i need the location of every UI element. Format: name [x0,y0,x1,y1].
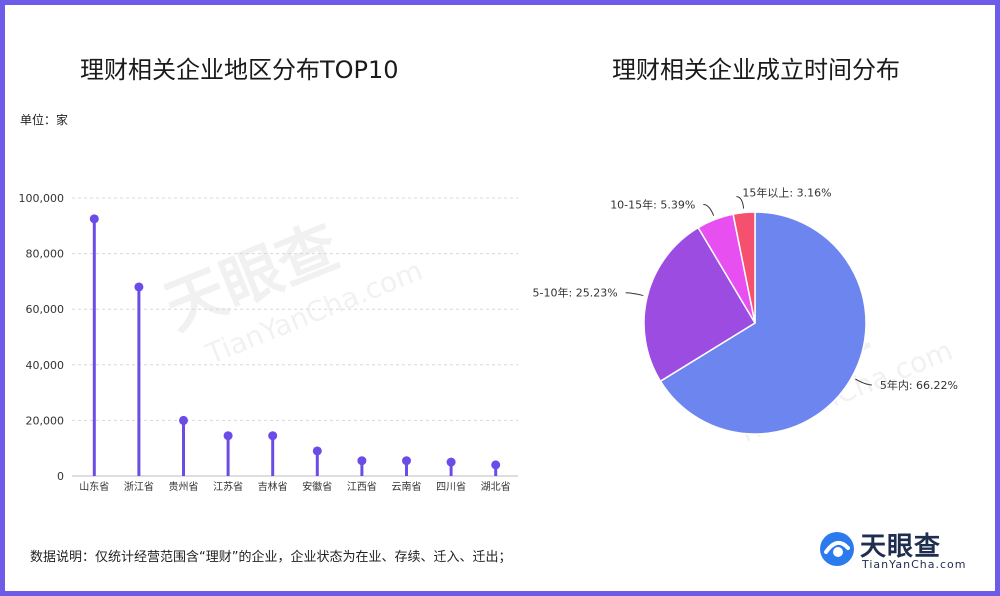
pie-label: 10-15年: 5.39% [610,197,695,211]
pie-chart: 5年内: 66.22% 5-10年: 25.23% 10-15年: 5.39% 15年… [533,186,958,435]
pie-slice [659,211,867,435]
bar-point [268,431,278,441]
x-tick-label: 江苏省 [213,480,243,493]
x-tick-label: 四川省 [436,480,466,493]
data-note: 数据说明：仅统计经营范围含“理财”的企业，企业状态为在业、存续、迁入、迁出； [30,550,512,565]
y-tick-label: 0 [57,470,64,483]
x-tick-label: 吉林省 [258,480,288,493]
pie-slice [732,211,756,324]
bar-point [134,282,144,292]
x-tick-label: 江西省 [347,480,377,493]
x-tick-label: 安徽省 [302,480,332,493]
bar-chart-title: 理财相关企业地区分布TOP10 [80,56,399,84]
brand-name-cn: 天眼查 [860,532,942,562]
x-tick-label: 浙江省 [124,480,154,493]
brand-logo: 天眼查 TianYanCha.com [818,526,968,574]
bar-point [491,460,501,470]
x-tick-label: 山东省 [79,480,109,493]
y-tick-label: 80,000 [26,248,65,261]
bar-chart: 0 20,000 40,000 60,000 80,000 100,000 山东省 浙江省 贵州… [19,192,518,493]
y-tick-label: 100,000 [19,192,65,205]
eye-logo-icon [820,532,854,566]
pie-leader-line [855,378,872,386]
x-tick-label: 云南省 [392,480,422,493]
bar-point [357,456,367,466]
pie-leader-line [736,196,745,209]
y-tick-label: 60,000 [26,303,65,316]
y-tick-label: 40,000 [26,359,65,372]
unit-label: 单位：家 [20,113,69,127]
bar-point [89,214,99,224]
bar-point [223,431,233,441]
x-tick-label: 湖北省 [481,480,511,493]
brand-name-en: TianYanCha.com [862,558,967,571]
bar-point [402,456,411,466]
bar-point [446,457,456,467]
pie-leader-line [625,292,644,297]
pie-label: 5年内: 66.22% [880,378,958,392]
bar-point [179,415,188,425]
pie-slice [643,226,757,383]
pie-label: 5-10年: 25.23% [533,286,618,300]
pie-chart-title: 理财相关企业成立时间分布 [612,56,900,84]
pie-leader-line [703,203,715,216]
watermark-left: 天眼查 TianYanCha.com [155,212,427,372]
y-tick-label: 20,000 [26,414,65,427]
x-tick-label: 贵州省 [169,480,199,493]
bar-point [312,446,322,456]
pie-label: 15年以上: 3.16% [742,186,831,200]
